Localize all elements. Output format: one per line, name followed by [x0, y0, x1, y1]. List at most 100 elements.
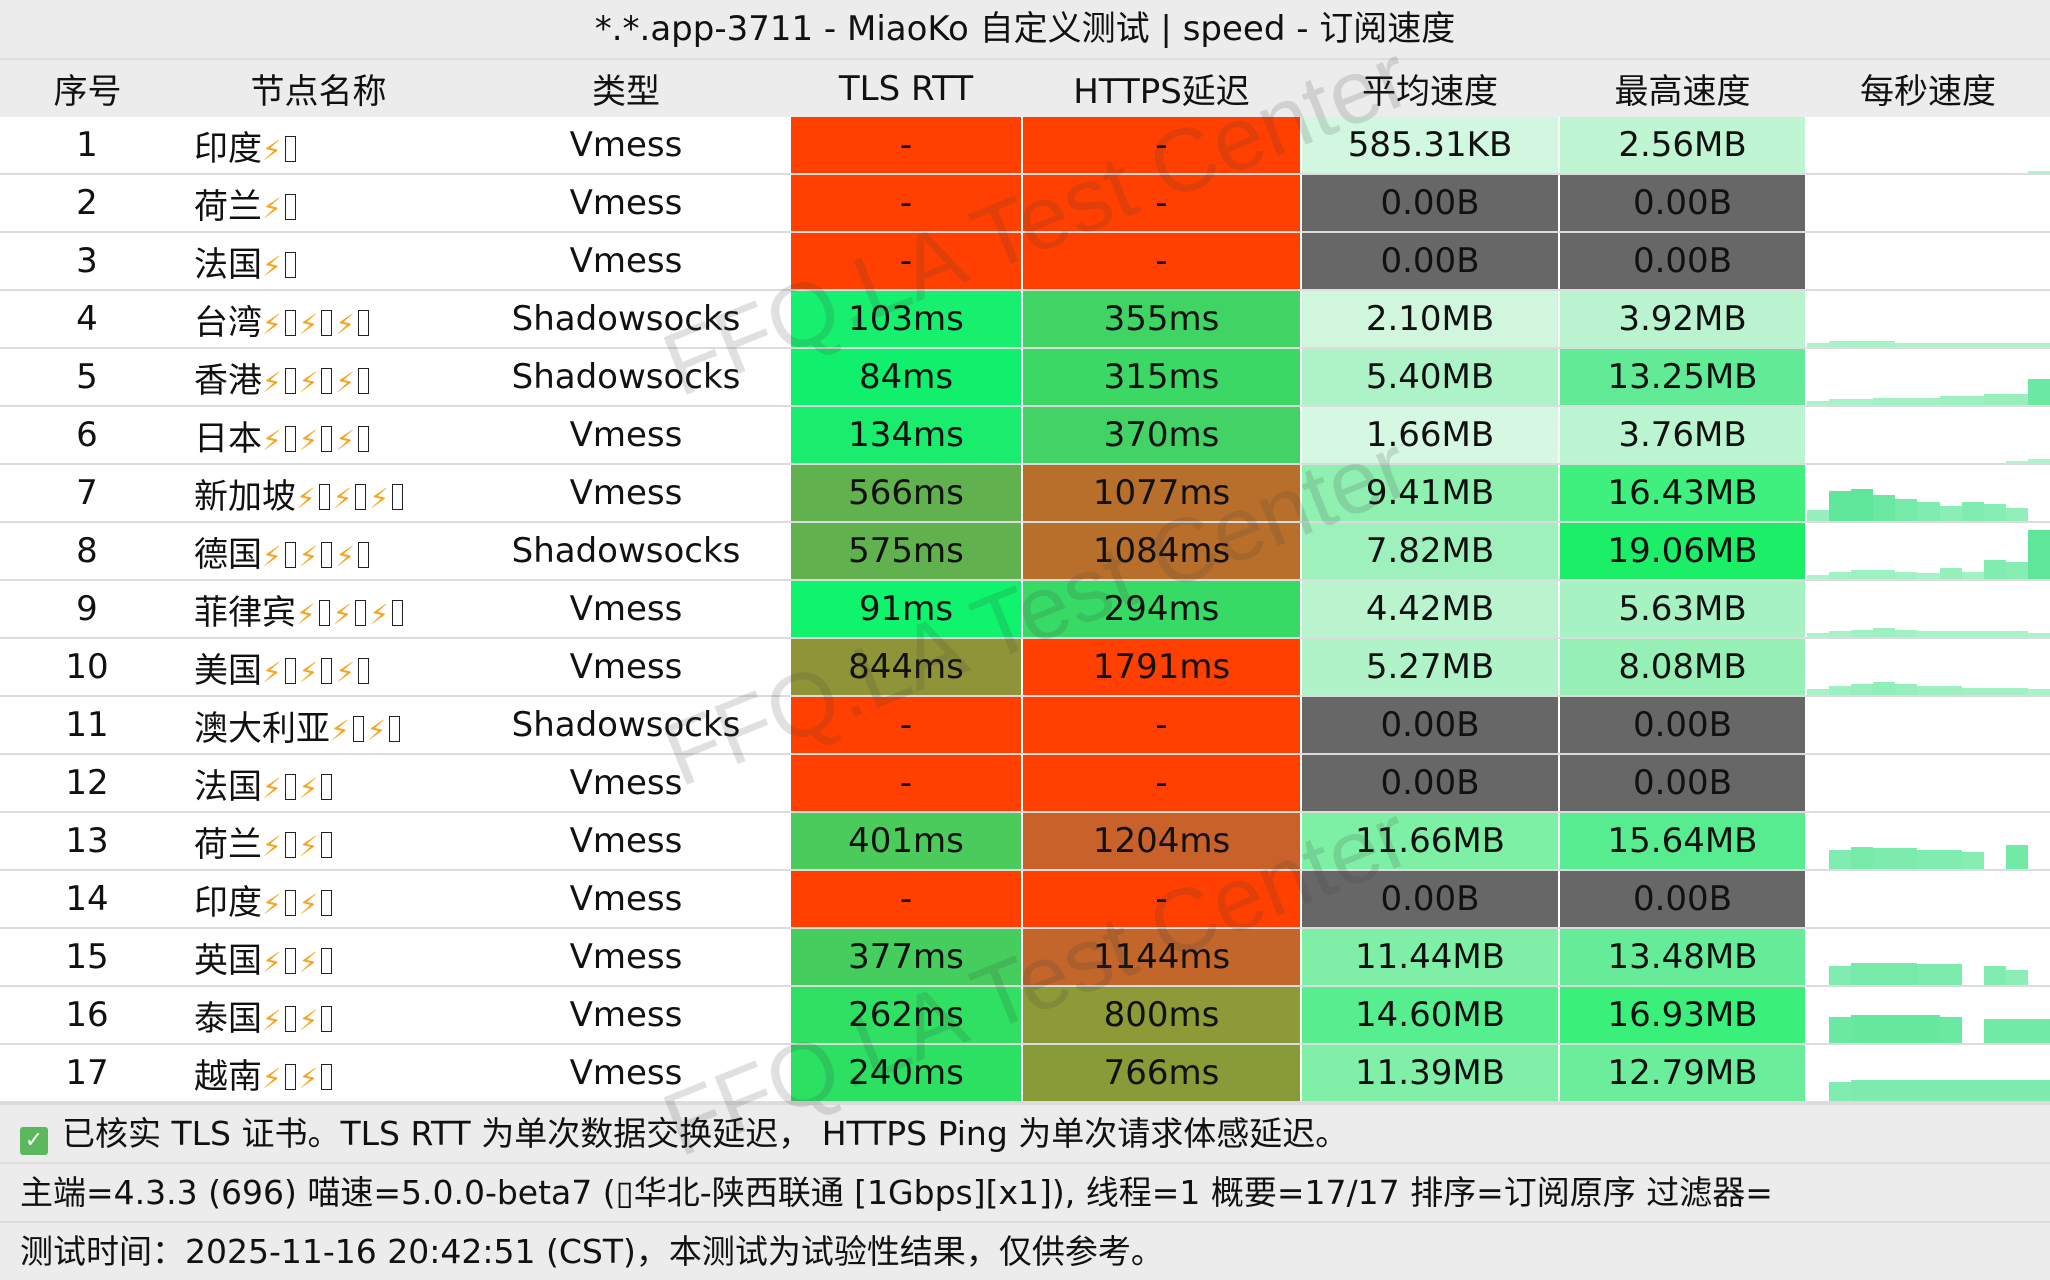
tls-rtt-cell: 240ms: [790, 1044, 1023, 1103]
avg-speed-cell: 5.27MB: [1301, 638, 1560, 697]
node-name: 菲律宾⚡ ⚡ ⚡: [175, 580, 463, 639]
lightning-icon: ⚡: [262, 307, 282, 341]
table-row: 15 英国⚡ ⚡ Vmess 377ms 1144ms 11.44MB 13.48MB: [0, 928, 2050, 987]
table-row: 4 台湾⚡ ⚡ ⚡ Shadowsocks 103ms 355ms 2.10MB 3.92MB: [0, 290, 2050, 349]
max-speed-cell: 15.64MB: [1559, 812, 1807, 871]
avg-speed-cell: 4.42MB: [1301, 580, 1560, 639]
table-row: 9 菲律宾⚡ ⚡ ⚡ Vmess 91ms 294ms 4.42MB 5.63MB: [0, 580, 2050, 639]
missing-glyph-icon: [321, 773, 333, 800]
max-speed-cell: 5.63MB: [1559, 580, 1807, 639]
col-https-delay: HTTPS延迟: [1022, 60, 1301, 117]
missing-glyph-icon: [321, 889, 333, 916]
per-second-sparkline: [1806, 986, 2050, 1045]
row-index: 12: [0, 754, 176, 813]
lightning-icon: ⚡: [298, 887, 319, 921]
lightning-icon: ⚡: [262, 249, 282, 283]
table-header: 序号 节点名称 类型 TLS RTT HTTPS延迟 平均速度 最高速度 每秒速…: [0, 60, 2050, 117]
missing-glyph-icon: [284, 135, 296, 162]
node-type: Vmess: [462, 1044, 791, 1103]
missing-glyph-icon: [284, 251, 296, 278]
row-index: 17: [0, 1044, 176, 1103]
https-delay-cell: -: [1022, 232, 1302, 291]
lightning-icon: ⚡: [298, 945, 319, 979]
lightning-icon: ⚡: [369, 481, 390, 515]
table-row: 13 荷兰⚡ ⚡ Vmess 401ms 1204ms 11.66MB 15.64MB: [0, 812, 2050, 871]
lightning-icon: ⚡: [262, 365, 282, 399]
lightning-icon: ⚡: [262, 539, 282, 573]
lightning-icon: ⚡: [335, 365, 356, 399]
max-speed-cell: 0.00B: [1559, 696, 1807, 755]
col-per-second-speed: 每秒速度: [1806, 60, 2050, 117]
https-delay-cell: 800ms: [1022, 986, 1302, 1045]
per-second-sparkline: [1806, 464, 2050, 523]
node-name-text: 法国: [194, 244, 262, 285]
max-speed-cell: 16.93MB: [1559, 986, 1807, 1045]
missing-glyph-icon: [284, 193, 296, 220]
node-name: 越南⚡ ⚡: [175, 1044, 463, 1103]
table-row: 3 法国⚡ Vmess - -0.00B 0.00B: [0, 232, 2050, 291]
https-delay-cell: 1144ms: [1022, 928, 1302, 987]
node-name-text: 英国: [194, 940, 262, 981]
node-name-text: 台湾: [194, 302, 262, 343]
col-index: 序号: [0, 60, 175, 117]
footer-time: 测试时间：2025-11-16 20:42:51 (CST)，本测试为试验性结果…: [0, 1221, 2050, 1280]
row-index: 1: [0, 117, 176, 175]
avg-speed-cell: 0.00B: [1301, 754, 1560, 813]
per-second-sparkline: [1806, 580, 2050, 639]
avg-speed-cell: 11.44MB: [1301, 928, 1560, 987]
node-type: Shadowsocks: [462, 348, 791, 407]
lightning-icon: ⚡: [298, 365, 319, 399]
https-delay-cell: 766ms: [1022, 1044, 1302, 1103]
max-speed-cell: 12.79MB: [1559, 1044, 1807, 1103]
missing-glyph-icon: [358, 309, 370, 336]
tls-rtt-cell: 401ms: [790, 812, 1023, 871]
lightning-icon: ⚡: [262, 887, 282, 921]
missing-glyph-icon: [284, 541, 296, 568]
table-row: 16 泰国⚡ ⚡ Vmess 262ms 800ms 14.60MB 16.93MB: [0, 986, 2050, 1045]
avg-speed-cell: 0.00B: [1301, 174, 1560, 233]
lightning-icon: ⚡: [332, 481, 353, 515]
avg-speed-cell: 0.00B: [1301, 232, 1560, 291]
lightning-icon: ⚡: [262, 133, 282, 167]
lightning-icon: ⚡: [262, 655, 282, 689]
https-delay-cell: -: [1022, 870, 1302, 929]
avg-speed-cell: 7.82MB: [1301, 522, 1560, 581]
table-row: 17 越南⚡ ⚡ Vmess 240ms 766ms 11.39MB 12.79MB: [0, 1044, 2050, 1103]
node-type: Vmess: [462, 406, 791, 465]
max-speed-cell: 16.43MB: [1559, 464, 1807, 523]
lightning-icon: ⚡: [298, 829, 319, 863]
max-speed-cell: 3.92MB: [1559, 290, 1807, 349]
col-type: 类型: [462, 60, 790, 117]
node-name: 荷兰⚡ ⚡: [175, 812, 463, 871]
table-row: 2 荷兰⚡ Vmess - -0.00B 0.00B: [0, 174, 2050, 233]
lightning-icon: ⚡: [366, 713, 387, 747]
tls-rtt-cell: 377ms: [790, 928, 1023, 987]
row-index: 9: [0, 580, 176, 639]
missing-glyph-icon: [284, 773, 296, 800]
tls-rtt-cell: -: [790, 696, 1023, 755]
tls-rtt-cell: 103ms: [790, 290, 1023, 349]
per-second-sparkline: [1806, 290, 2050, 349]
window-title: *.*.app-3711 - MiaoKo 自定义测试 | speed - 订阅…: [0, 0, 2050, 60]
node-name-text: 荷兰: [194, 186, 262, 227]
missing-glyph-icon: [284, 309, 296, 336]
missing-glyph-icon: [358, 425, 370, 452]
node-name-text: 美国: [194, 650, 262, 691]
node-type: Vmess: [462, 812, 791, 871]
tls-rtt-cell: -: [790, 870, 1023, 929]
avg-speed-cell: 11.39MB: [1301, 1044, 1560, 1103]
row-index: 11: [0, 696, 176, 755]
max-speed-cell: 0.00B: [1559, 232, 1807, 291]
max-speed-cell: 0.00B: [1559, 174, 1807, 233]
row-index: 15: [0, 928, 176, 987]
table-row: 8 德国⚡ ⚡ ⚡ Shadowsocks 575ms 1084ms 7.82MB 19.06M…: [0, 522, 2050, 581]
lightning-icon: ⚡: [335, 307, 356, 341]
node-name: 泰国⚡ ⚡: [175, 986, 463, 1045]
https-delay-cell: 1077ms: [1022, 464, 1302, 523]
row-index: 14: [0, 870, 176, 929]
missing-glyph-icon: [284, 657, 296, 684]
table-row: 6 日本⚡ ⚡ ⚡ Vmess 134ms 370ms 1.66MB 3.76MB: [0, 406, 2050, 465]
avg-speed-cell: 585.31KB: [1301, 117, 1560, 175]
tls-rtt-cell: 566ms: [790, 464, 1023, 523]
lightning-icon: ⚡: [262, 771, 282, 805]
